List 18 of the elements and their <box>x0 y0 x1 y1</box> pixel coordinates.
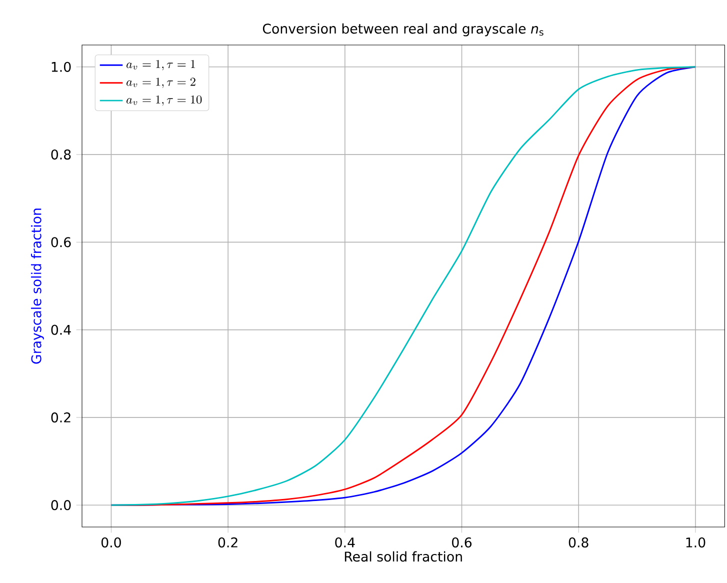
x-tick-label: 0.4 <box>335 537 355 548</box>
y-axis-title: Grayscale solid fraction <box>30 208 44 364</box>
y-tick-label: 0.4 <box>51 324 71 335</box>
legend-label: $a_v = 1, \tau = 2$ <box>126 78 196 88</box>
y-tick-label: 0.2 <box>51 412 70 422</box>
y-tick-label: 0.6 <box>51 237 71 248</box>
x-tick-label: 0.2 <box>218 537 238 548</box>
x-tick-label: 1.0 <box>686 537 706 548</box>
chart-title: Conversion between real and grayscale n$_{s}$ <box>262 23 544 36</box>
y-tick-label: 0.8 <box>51 149 71 160</box>
legend-label: $a_v = 1, \tau = 1$ <box>126 60 196 70</box>
x-tick-label: 0.6 <box>452 537 472 548</box>
x-tick-label: 0.0 <box>101 537 121 548</box>
y-tick-label: 1.0 <box>52 62 71 72</box>
legend-label: $a_v = 1, \tau = 10$ <box>126 95 202 106</box>
x-axis-title: Real solid fraction <box>344 551 462 562</box>
y-tick-label: 0.0 <box>51 500 71 510</box>
x-tick-label: 0.8 <box>568 537 588 548</box>
